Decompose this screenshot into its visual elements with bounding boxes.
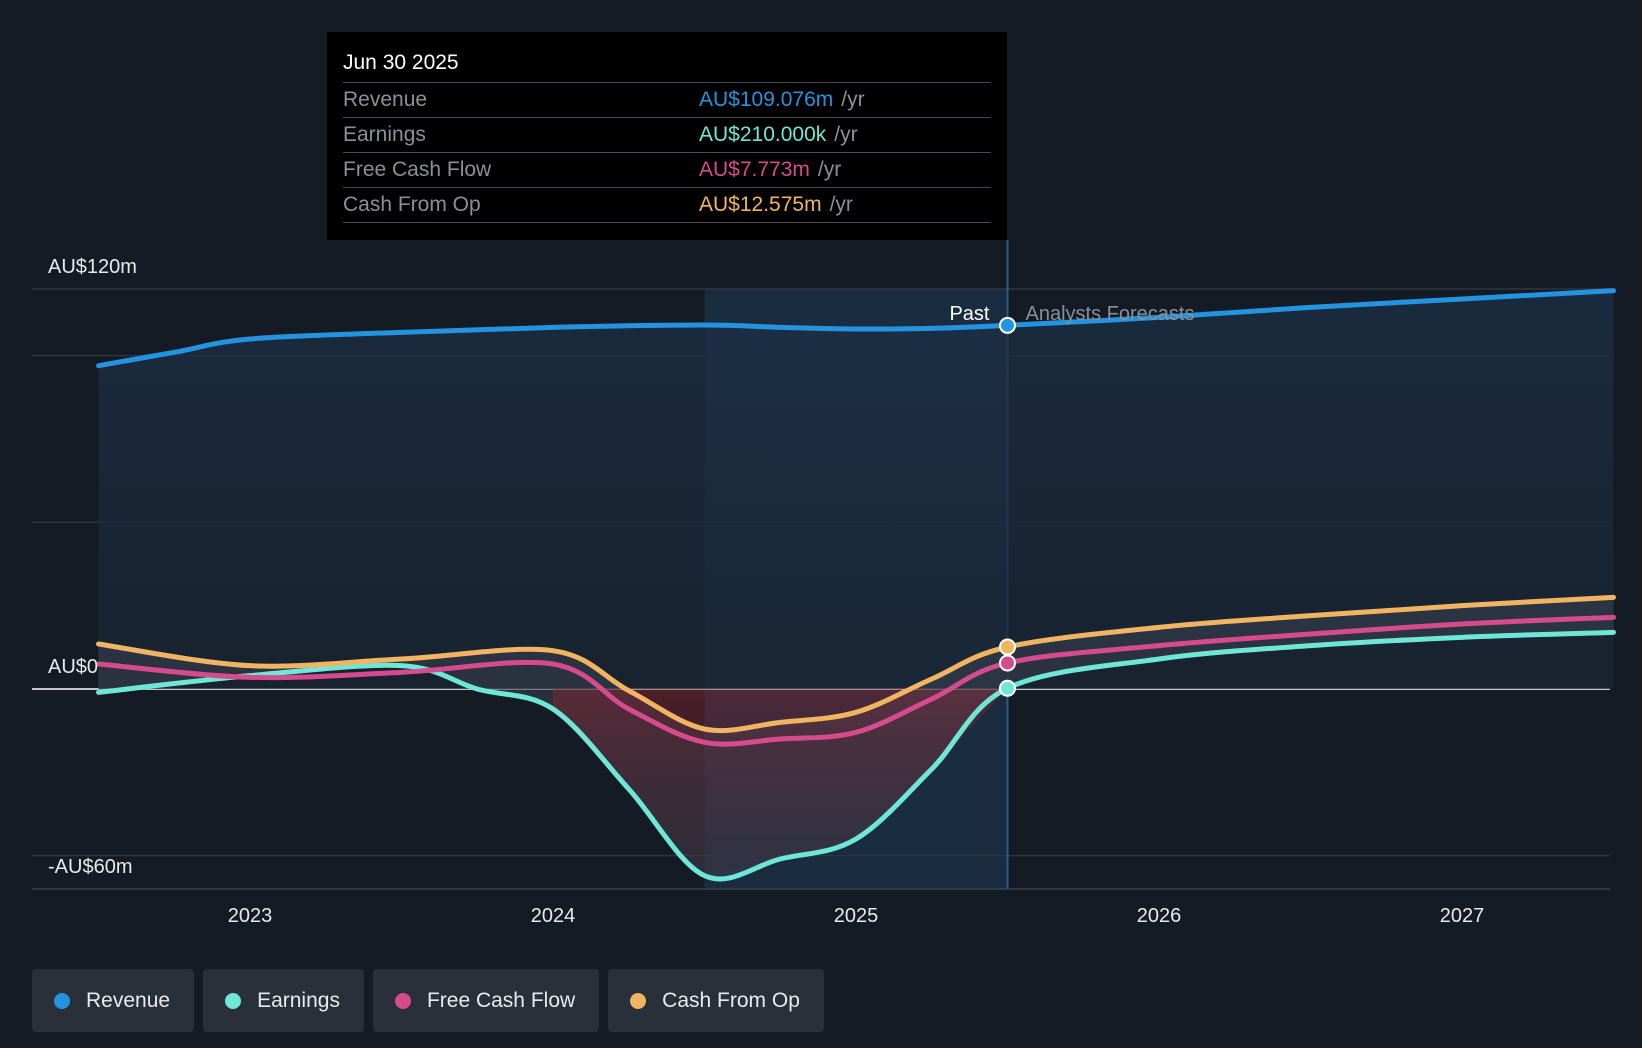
x-tick-label: 2027 xyxy=(1440,905,1485,927)
legend-item-earnings[interactable]: Earnings xyxy=(203,969,364,1032)
x-tick-label: 2023 xyxy=(228,905,273,927)
series-line-free-cash-flow xyxy=(96,614,1616,747)
tooltip-label: Cash From Op xyxy=(343,193,481,216)
legend-label: Revenue xyxy=(86,988,171,1012)
tooltip-date: Jun 30 2025 xyxy=(343,46,991,83)
legend-dot-icon xyxy=(630,992,647,1009)
legend-dot-icon xyxy=(394,992,411,1009)
x-tick-label: 2026 xyxy=(1137,905,1182,927)
legend-label: Cash From Op xyxy=(662,988,800,1012)
legend-dot-icon xyxy=(225,992,242,1009)
legend-item-revenue[interactable]: Revenue xyxy=(32,969,195,1032)
legend-dot-icon xyxy=(54,992,70,1009)
marker-earnings xyxy=(999,679,1016,697)
tooltip-unit: /yr xyxy=(817,158,842,181)
tooltip-unit: /yr xyxy=(834,123,858,146)
series-line-revenue xyxy=(96,288,1616,369)
tooltip-row-revenue: Revenue AU$109.076m /yr xyxy=(343,83,991,118)
legend-label: Earnings xyxy=(257,988,340,1012)
negative-area xyxy=(553,688,1008,876)
tooltip-label: Free Cash Flow xyxy=(343,158,492,181)
tooltip-row-free-cash-flow: Free Cash Flow AU$7.773m /yr xyxy=(343,153,991,188)
marker-cash-from-op xyxy=(999,638,1016,656)
forecast-label: Analysts Forecasts xyxy=(1026,303,1195,325)
past-label: Past xyxy=(949,303,989,325)
tooltip-value: AU$12.575m xyxy=(699,193,822,216)
series-line-cash-from-op xyxy=(96,594,1616,734)
y-tick-label: AU$0 xyxy=(48,656,98,678)
tooltip-value: AU$7.773m xyxy=(699,158,810,181)
tooltip-label: Earnings xyxy=(343,123,426,146)
legend-label: Free Cash Flow xyxy=(426,988,576,1012)
tooltip-value: AU$210.000k xyxy=(699,123,827,146)
series-line-earnings xyxy=(96,629,1616,882)
tooltip: Jun 30 2025 Revenue AU$109.076m /yr Earn… xyxy=(327,32,1007,240)
tooltip-row-earnings: Earnings AU$210.000k /yr xyxy=(343,118,991,153)
x-tick-label: 2024 xyxy=(531,905,576,927)
tooltip-label: Revenue xyxy=(343,88,428,111)
tooltip-unit: /yr xyxy=(829,193,853,216)
legend-item-free-cash-flow[interactable]: Free Cash Flow xyxy=(372,969,600,1032)
y-tick-label: AU$120m xyxy=(48,256,137,278)
legend-item-cash-from-op[interactable]: Cash From Op xyxy=(608,969,824,1032)
legend: Revenue Earnings Free Cash Flow Cash Fro… xyxy=(32,969,824,1032)
revenue-area xyxy=(98,290,1614,689)
tooltip-value: AU$109.076m xyxy=(699,88,834,111)
marker-free-cash-flow xyxy=(999,654,1016,672)
tooltip-row-cash-from-op: Cash From Op AU$12.575m /yr xyxy=(343,188,991,223)
tooltip-unit: /yr xyxy=(841,88,865,111)
y-tick-label: -AU$60m xyxy=(48,856,132,878)
marker-revenue xyxy=(999,316,1016,334)
x-tick-label: 2025 xyxy=(834,905,879,927)
